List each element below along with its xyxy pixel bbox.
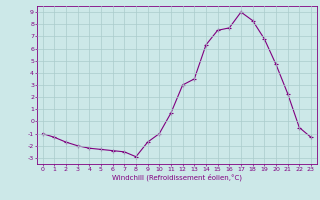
X-axis label: Windchill (Refroidissement éolien,°C): Windchill (Refroidissement éolien,°C) bbox=[112, 173, 242, 181]
